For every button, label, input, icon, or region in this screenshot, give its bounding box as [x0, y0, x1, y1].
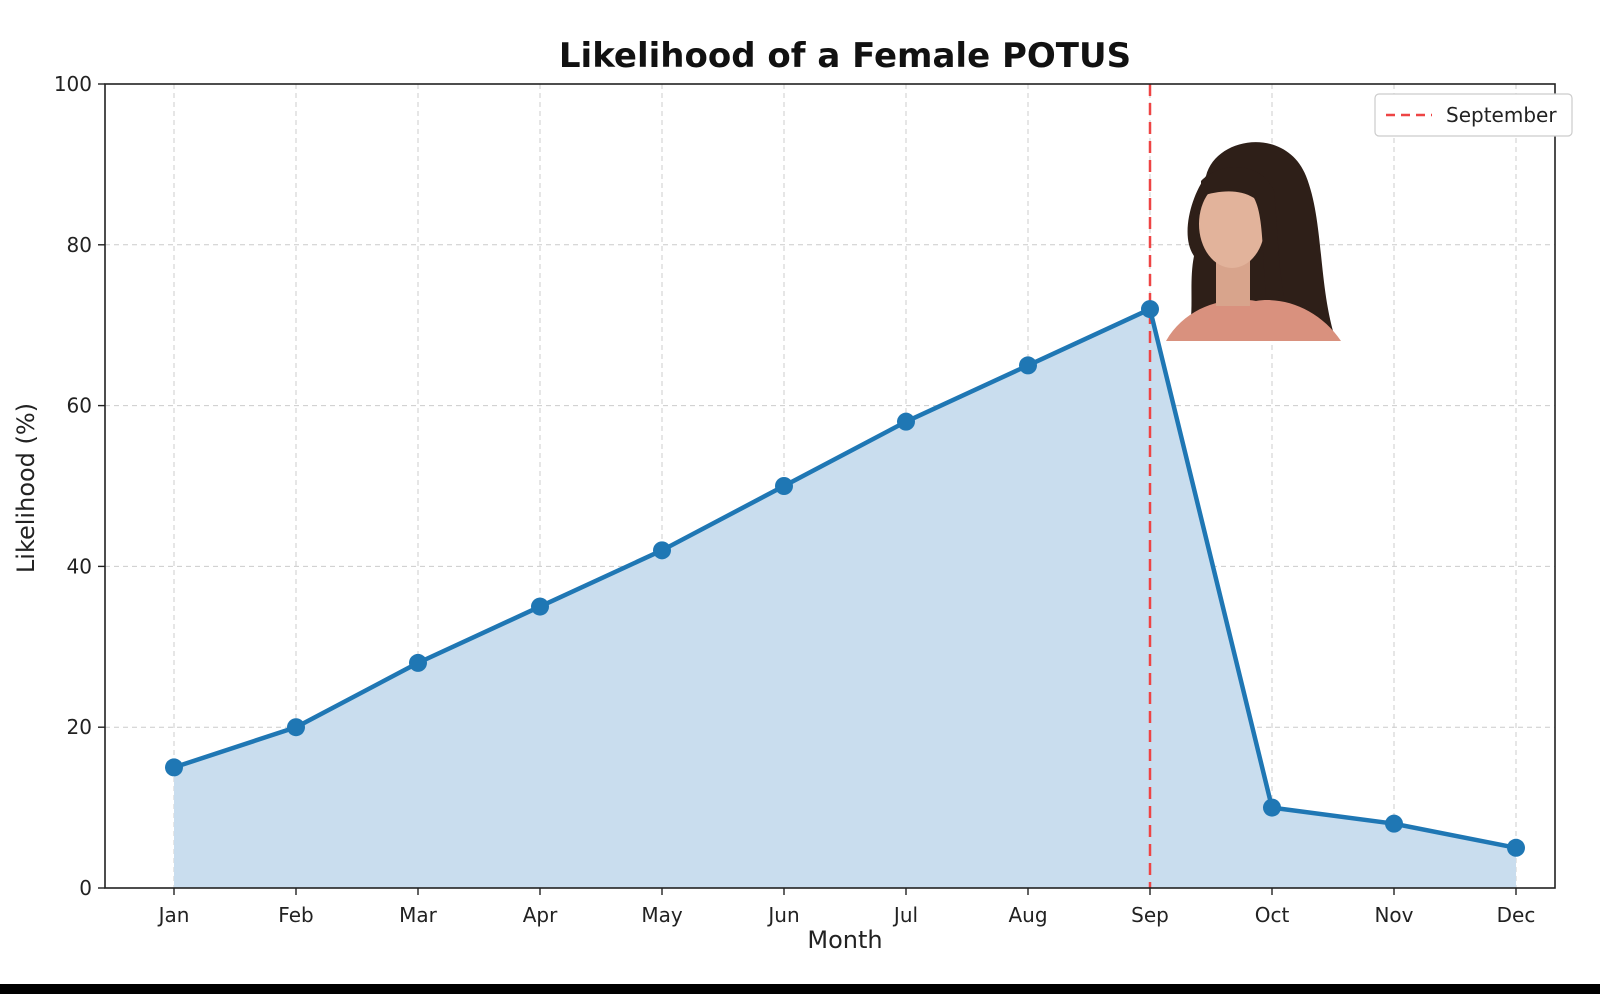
x-tick-label-may: May: [641, 903, 683, 927]
y-tick-label: 60: [67, 394, 92, 418]
data-point-apr: [531, 597, 549, 616]
data-point-jun: [775, 477, 793, 495]
data-point-oct: [1263, 798, 1281, 817]
x-tick-label-mar: Mar: [399, 903, 438, 927]
x-tick-label-jul: Jul: [892, 903, 918, 927]
y-axis-label: Likelihood (%): [12, 403, 40, 573]
area-layer: [174, 309, 1516, 888]
axes: [104, 83, 1556, 889]
series-line: [173, 306, 1517, 851]
y-tick-label: 80: [67, 233, 92, 257]
x-tick-label-jan: Jan: [157, 903, 190, 927]
data-point-sep: [1141, 300, 1159, 319]
data-point-jul: [897, 412, 915, 431]
bottom-border: [0, 984, 1600, 994]
x-tick-label-nov: Nov: [1374, 903, 1413, 927]
data-point-jan: [165, 758, 183, 777]
y-tick-label: 40: [67, 554, 92, 578]
woman-photo: [1166, 142, 1341, 341]
legend: September: [1374, 93, 1573, 137]
photo-face: [1199, 180, 1265, 268]
y-tick-label: 0: [79, 876, 92, 900]
data-point-dec: [1507, 838, 1525, 857]
legend-label: September: [1446, 103, 1557, 127]
x-tick-label-sep: Sep: [1131, 903, 1169, 927]
ticks: 0 20 40 60 80 100 Jan Feb Mar Apr May Jun Jul Aug Sep O…: [54, 72, 1536, 927]
data-point-may: [653, 541, 671, 560]
photo-shoulders: [1166, 299, 1341, 341]
plot-frame: [104, 83, 1556, 889]
x-axis-label: Month: [807, 926, 882, 954]
x-tick-label-oct: Oct: [1255, 903, 1290, 927]
data-point-aug: [1019, 356, 1037, 375]
area-fill: [174, 309, 1516, 888]
photo-hair-front: [1201, 167, 1284, 296]
data-point-feb: [287, 718, 305, 737]
x-tick-label-dec: Dec: [1497, 903, 1536, 927]
series-layer: [165, 300, 1525, 857]
data-point-nov: [1385, 814, 1403, 833]
x-tick-label-feb: Feb: [278, 903, 313, 927]
y-tick-label: 20: [67, 715, 92, 739]
x-tick-label-jun: Jun: [766, 903, 799, 927]
x-tick-label-aug: Aug: [1008, 903, 1047, 927]
legend-box: [1374, 93, 1573, 137]
y-tick-label: 100: [54, 72, 92, 96]
chart-title: Likelihood of a Female POTUS: [559, 36, 1131, 76]
x-tick-label-apr: Apr: [523, 903, 558, 927]
data-point-mar: [409, 653, 427, 672]
